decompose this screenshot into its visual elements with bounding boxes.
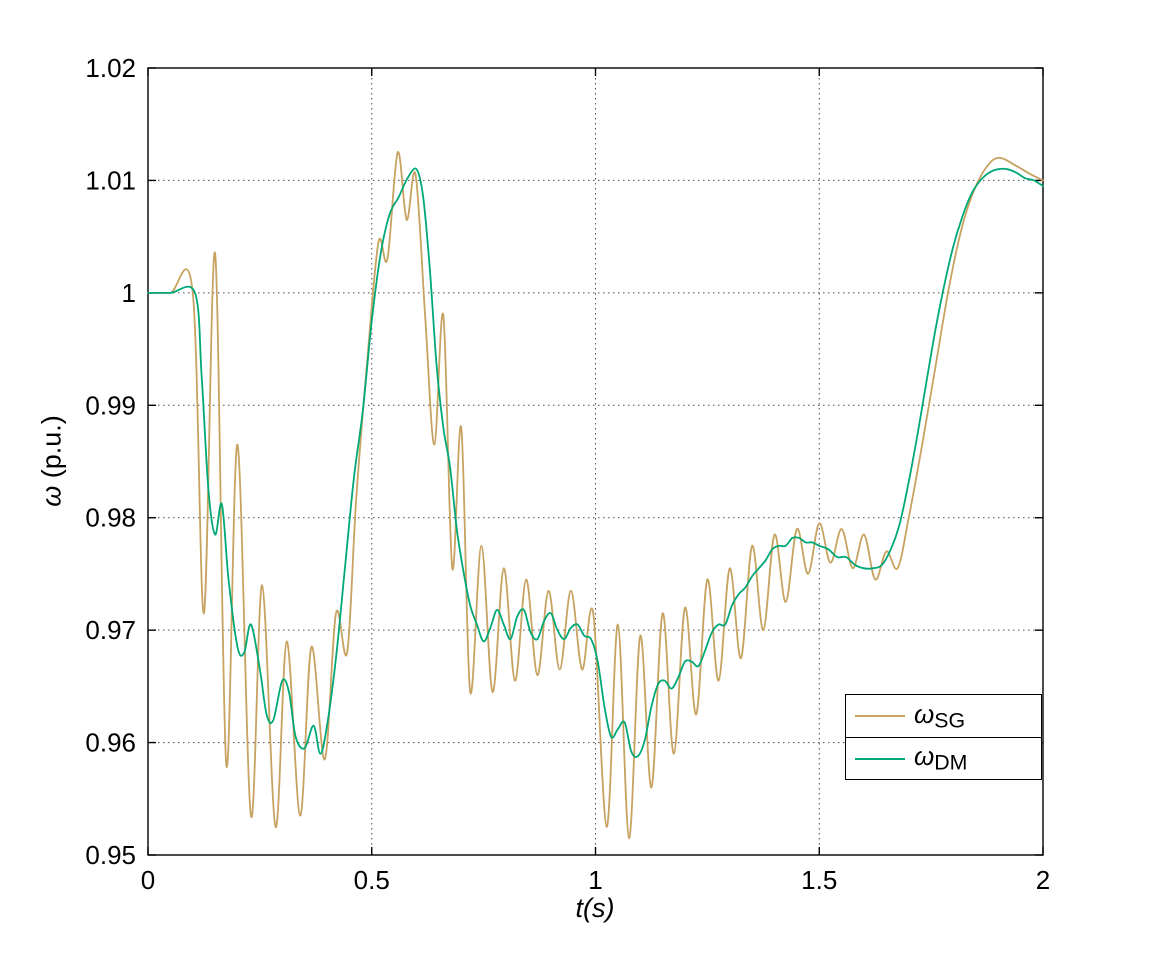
- x-tick-label: 1.5: [801, 865, 837, 895]
- y-axis-label: ω (p.u.): [37, 415, 68, 507]
- series-line-dm: [147, 167, 1044, 758]
- y-tick-label: 0.96: [85, 728, 136, 758]
- x-tick-label: 1: [588, 865, 602, 895]
- series-line-sg: [147, 151, 1044, 840]
- legend-label-sg: ωSG: [914, 701, 965, 732]
- legend-line-sample-dm: [855, 757, 905, 760]
- legend-label-dm: ωDM: [914, 743, 967, 774]
- omega-symbol: ω: [36, 485, 67, 507]
- legend-subscript: DM: [934, 750, 968, 775]
- y-tick-label: 1: [122, 278, 136, 308]
- x-tick-label: 2: [1036, 865, 1050, 895]
- x-tick-label: 0.5: [354, 865, 390, 895]
- x-tick-label: 0: [141, 865, 155, 895]
- omega-symbol: ω: [914, 741, 935, 771]
- y-tick-label: 1.01: [85, 165, 136, 195]
- legend-subscript: SG: [934, 708, 966, 733]
- legend-item-sg: ωSG: [846, 695, 1041, 737]
- omega-symbol: ω: [914, 698, 935, 729]
- y-tick-label: 0.98: [85, 503, 136, 533]
- y-tick-label: 0.95: [85, 840, 136, 870]
- legend-box: ωSG ωDM: [845, 694, 1042, 780]
- y-tick-label: 1.02: [85, 53, 136, 83]
- y-tick-label: 0.97: [85, 615, 136, 645]
- y-axis-unit: (p.u.): [36, 415, 67, 486]
- legend-item-dm: ωDM: [846, 737, 1041, 779]
- y-tick-label: 0.99: [85, 390, 136, 420]
- x-axis-label: t(s): [575, 893, 615, 923]
- legend-line-sample-sg: [855, 715, 905, 717]
